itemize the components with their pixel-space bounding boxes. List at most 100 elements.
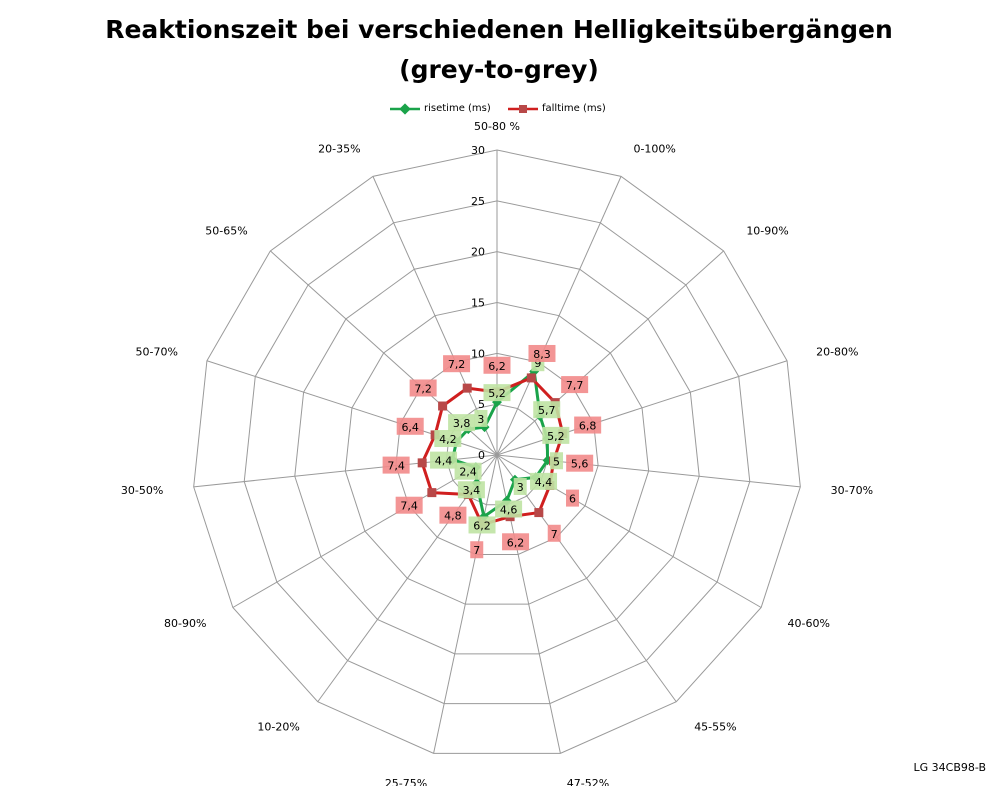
category-label: 50-80 % <box>474 120 520 133</box>
falltime-marker <box>534 508 544 518</box>
falltime-data-label: 6 <box>566 489 580 507</box>
svg-text:4,4: 4,4 <box>435 455 453 468</box>
grid-ring <box>344 301 650 605</box>
falltime-data-label: 7,7 <box>561 376 589 394</box>
risetime-data-label: 2,4 <box>454 462 482 480</box>
radial-tick-label: 30 <box>471 144 485 157</box>
svg-text:2,4: 2,4 <box>459 466 477 479</box>
falltime-data-label: 6,2 <box>483 356 511 374</box>
grid-ring <box>193 149 801 754</box>
radar-grid <box>193 149 801 754</box>
chart-title-line-2: (grey-to-grey) <box>399 55 599 84</box>
risetime-data-label: 3 <box>474 409 488 427</box>
svg-text:5,7: 5,7 <box>538 404 556 417</box>
risetime-data-label: 5,7 <box>533 401 561 419</box>
category-label: 25-75% <box>385 777 427 786</box>
grid-spoke <box>232 454 498 608</box>
svg-text:7: 7 <box>551 528 558 541</box>
falltime-marker <box>462 383 472 393</box>
category-label: 10-90% <box>746 225 788 238</box>
category-label: 45-55% <box>694 720 736 733</box>
radial-tick-label: 10 <box>471 347 485 360</box>
svg-text:4,2: 4,2 <box>439 433 457 446</box>
falltime-data-label: 8,3 <box>528 344 556 362</box>
falltime-marker <box>438 401 448 411</box>
risetime-data-label: 5 <box>550 452 564 470</box>
category-labels: 50-80 % 0-100% 10-90% 20-80% 30-70% 40-60% 45-… <box>121 120 873 786</box>
risetime-data-label: 3,4 <box>457 481 485 499</box>
risetime-data-label: 4,6 <box>495 500 523 518</box>
svg-text:3: 3 <box>477 413 484 426</box>
svg-text:7,2: 7,2 <box>448 358 466 371</box>
radial-tick-labels: 0 5 10 15 20 25 30 <box>471 144 485 462</box>
svg-text:7: 7 <box>473 544 480 557</box>
radial-tick-label: 15 <box>471 297 485 310</box>
category-label: 50-70% <box>135 345 177 358</box>
falltime-marker <box>526 373 536 383</box>
svg-text:6,4: 6,4 <box>401 421 419 434</box>
svg-text:7,4: 7,4 <box>400 500 418 513</box>
category-label: 20-35% <box>318 143 360 156</box>
svg-text:7,2: 7,2 <box>414 382 432 395</box>
svg-text:4,8: 4,8 <box>444 510 462 523</box>
svg-text:5,2: 5,2 <box>547 430 565 443</box>
chart-title-line-1: Reaktionszeit bei verschiedenen Helligke… <box>105 15 893 44</box>
svg-text:5,6: 5,6 <box>571 458 589 471</box>
svg-text:6: 6 <box>569 493 576 506</box>
falltime-data-label: 4,8 <box>439 506 467 524</box>
radial-tick-label: 25 <box>471 195 485 208</box>
risetime-data-label: 6,2 <box>468 516 496 534</box>
category-label: 50-65% <box>205 225 247 238</box>
svg-text:7,4: 7,4 <box>387 460 405 473</box>
svg-text:3: 3 <box>517 481 524 494</box>
falltime-data-label: 6,4 <box>396 417 424 435</box>
svg-text:3,8: 3,8 <box>453 417 471 430</box>
svg-text:6,2: 6,2 <box>488 360 506 373</box>
radial-tick-label: 5 <box>478 398 485 411</box>
svg-text:6,2: 6,2 <box>473 519 491 532</box>
falltime-data-label: 7 <box>547 524 561 542</box>
category-label: 30-70% <box>831 484 873 497</box>
svg-text:8,3: 8,3 <box>533 348 551 361</box>
falltime-marker <box>427 488 437 498</box>
category-label: 10-20% <box>257 720 299 733</box>
device-watermark: LG 34CB98-B <box>913 761 987 774</box>
falltime-data-label: 7,4 <box>395 496 423 514</box>
radial-tick-label: 0 <box>478 449 485 462</box>
radial-tick-label: 20 <box>471 246 485 259</box>
grid-ring <box>294 251 700 655</box>
grid-spoke <box>496 250 724 456</box>
svg-text:6,2: 6,2 <box>507 536 525 549</box>
svg-text:9: 9 <box>534 357 541 370</box>
falltime-data-label: 6,2 <box>502 533 530 551</box>
risetime-data-label: 3,8 <box>448 414 476 432</box>
category-label: 47-52% <box>567 777 609 786</box>
risetime-data-label: 5,2 <box>483 384 511 402</box>
legend-swatch-risetime <box>390 103 420 115</box>
grid-spoke <box>372 176 498 456</box>
falltime-data-label: 7,2 <box>409 379 437 397</box>
chart-title: Reaktionszeit bei verschiedenen Helligke… <box>0 10 998 90</box>
falltime-data-label: 5,6 <box>566 454 594 472</box>
grid-ring <box>395 352 599 555</box>
data-labels: 5,295,75,254,434,66,23,42,44,44,23,8 36,2… <box>382 344 602 559</box>
svg-text:7,7: 7,7 <box>566 379 584 392</box>
legend: risetime (ms) falltime (ms) <box>0 100 998 120</box>
risetime-data-label: 3 <box>513 477 527 495</box>
category-label: 40-60% <box>788 617 830 630</box>
grid-ring <box>243 200 751 705</box>
grid-spoke <box>496 176 622 456</box>
falltime-data-label: 7,2 <box>443 355 471 373</box>
risetime-data-label: 4,4 <box>430 451 458 469</box>
risetime-data-label: 5,2 <box>542 426 570 444</box>
svg-text:3,4: 3,4 <box>463 484 481 497</box>
svg-text:4,4: 4,4 <box>535 476 553 489</box>
legend-label-risetime: risetime (ms) <box>424 103 491 114</box>
category-label: 30-50% <box>121 484 163 497</box>
risetime-data-label: 4,4 <box>530 472 558 490</box>
svg-text:5,2: 5,2 <box>488 387 506 400</box>
grid-spoke <box>433 454 498 754</box>
svg-text:5: 5 <box>553 455 560 468</box>
legend-swatch-falltime <box>508 105 538 113</box>
